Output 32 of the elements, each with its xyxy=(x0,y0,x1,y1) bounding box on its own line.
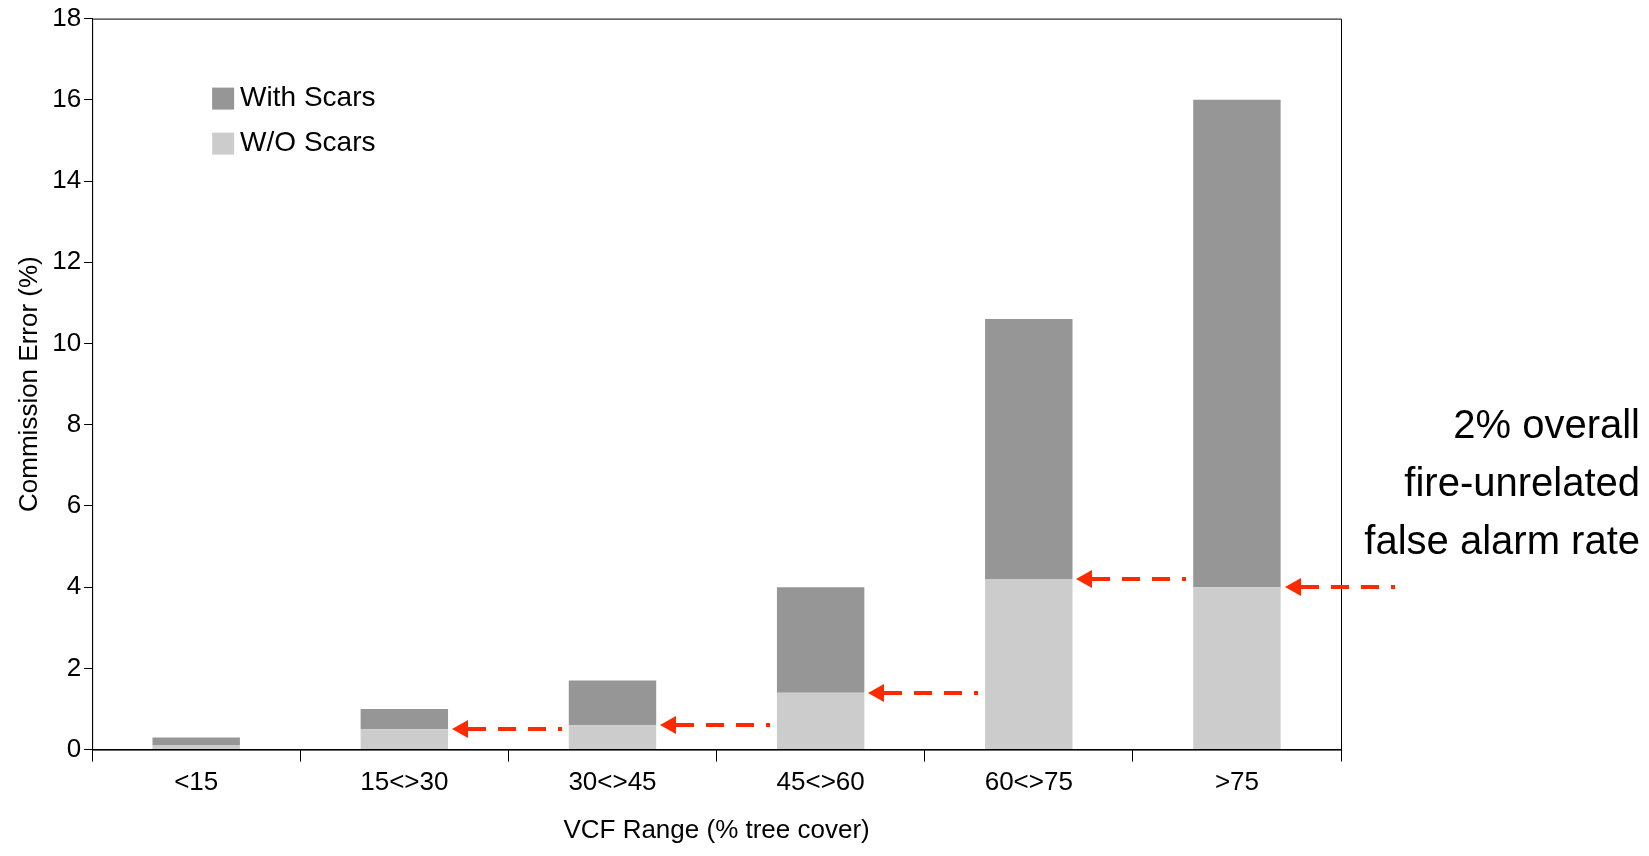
x-axis-title: VCF Range (% tree cover) xyxy=(563,813,870,844)
bar xyxy=(568,680,657,726)
y-tick-label: 0 xyxy=(66,732,82,763)
bar xyxy=(985,579,1073,750)
bar xyxy=(1193,587,1281,750)
bar xyxy=(568,725,657,750)
x-tick-label: 45<>60 xyxy=(776,766,865,797)
x-tick-label: 15<>30 xyxy=(360,766,449,797)
bar xyxy=(776,587,865,693)
legend-label: With Scars xyxy=(240,81,376,113)
x-tick-label: >75 xyxy=(1214,766,1259,797)
y-tick-label: 14 xyxy=(52,164,82,195)
y-tick-label: 10 xyxy=(52,326,82,357)
y-tick-label: 6 xyxy=(66,489,82,520)
bar xyxy=(360,729,449,750)
y-tick-label: 2 xyxy=(66,651,82,682)
bar xyxy=(985,319,1073,580)
bar xyxy=(776,692,865,750)
y-tick-label: 16 xyxy=(52,82,82,113)
x-tick-label: 60<>75 xyxy=(984,766,1073,797)
bar xyxy=(360,708,449,730)
y-axis-title: Commission Error (%) xyxy=(12,256,43,512)
text: 2% overall fire-unrelated false alarm rate xyxy=(1364,402,1640,563)
legend-label: W/O Scars xyxy=(240,126,376,158)
x-tick-label: <15 xyxy=(174,766,219,797)
y-tick-label: 18 xyxy=(52,1,82,32)
y-tick-label: 12 xyxy=(52,245,82,276)
bar xyxy=(152,737,240,746)
x-tick-label: 30<>45 xyxy=(568,766,657,797)
bar xyxy=(1193,99,1281,588)
y-tick-label: 8 xyxy=(66,407,82,438)
y-tick-label: 4 xyxy=(66,570,82,601)
